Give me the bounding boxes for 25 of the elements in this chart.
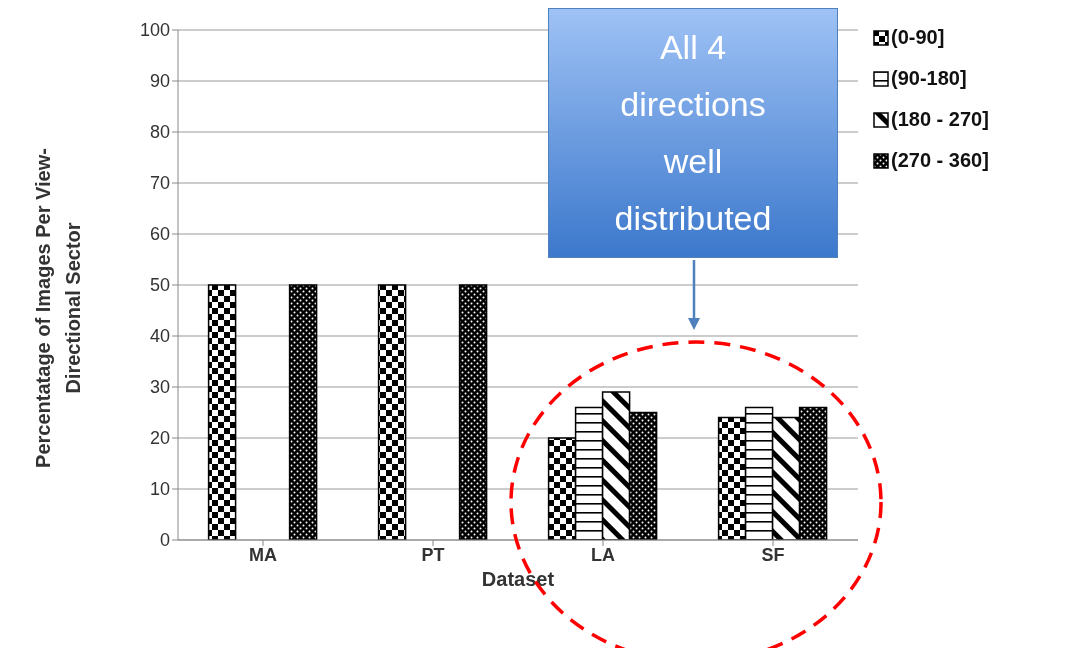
- y-tick-label: 90: [149, 71, 170, 92]
- y-tick-label: 0: [159, 530, 170, 551]
- x-axis-title: Dataset: [481, 568, 555, 590]
- bar: [377, 284, 407, 540]
- legend-label: (90-180]: [891, 67, 967, 90]
- x-tick-label: LA: [591, 544, 615, 565]
- y-tick-label: 80: [149, 122, 170, 143]
- legend-label: (270 - 360]: [891, 149, 989, 172]
- legend-label: (180 - 270]: [891, 108, 989, 131]
- y-tick-label: 20: [149, 428, 170, 449]
- x-tick-label: SF: [761, 544, 785, 565]
- y-tick-label: 100: [139, 20, 170, 41]
- y-tick-label: 50: [149, 275, 170, 296]
- y-tick-label: 10: [149, 479, 170, 500]
- bar: [288, 284, 318, 540]
- y-tick-label: 70: [149, 173, 170, 194]
- x-tick-label: MA: [249, 544, 277, 565]
- legend-label: (0-90]: [891, 26, 945, 49]
- y-tick-label: 30: [149, 377, 170, 398]
- y-tick-label: 60: [149, 224, 170, 245]
- bar: [207, 284, 237, 540]
- x-tick-label: PT: [421, 544, 445, 565]
- y-axis-title: Percentatage of Images Per View-Directional Sector: [31, 147, 85, 470]
- y-tick-label: 40: [149, 326, 170, 347]
- bar: [458, 284, 488, 540]
